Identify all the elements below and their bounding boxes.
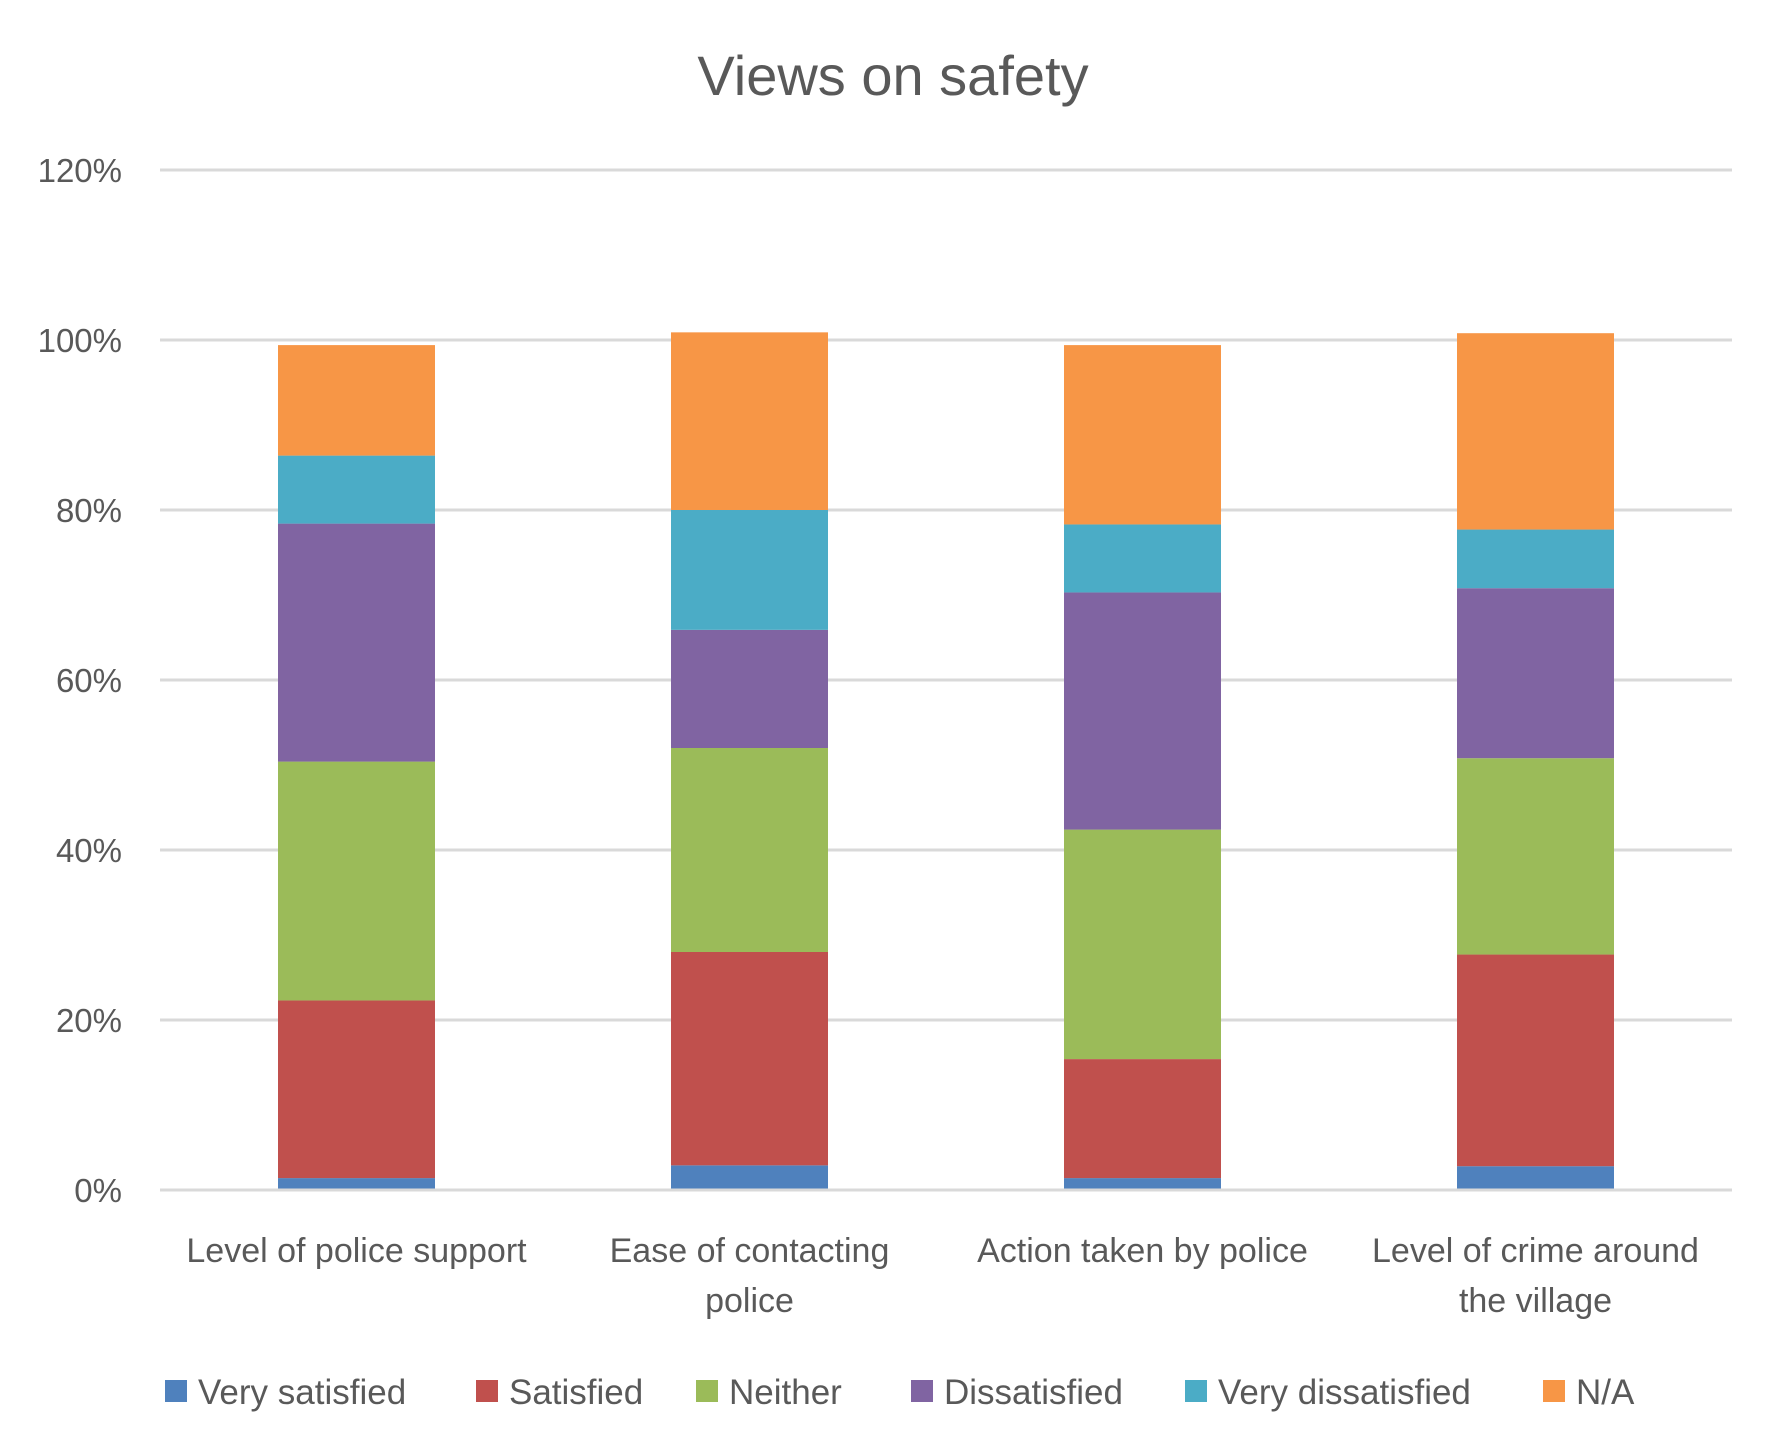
legend-label: Neither <box>729 1373 842 1412</box>
category-label: Ease of contacting police <box>610 1232 890 1320</box>
bar-segment-satisfied <box>671 952 828 1166</box>
bar-segment-neither <box>278 761 435 1001</box>
bar-segment-very-dissatisfied <box>671 510 828 630</box>
category-label: Action taken by police <box>977 1232 1308 1270</box>
bar-segment-satisfied <box>278 1000 435 1179</box>
bar-segment-dissatisfied <box>1457 588 1614 759</box>
legend-item: Satisfied <box>476 1373 643 1412</box>
legend-swatch <box>165 1380 187 1402</box>
category-label-line: Level of police support <box>186 1232 527 1270</box>
y-axis-tick-labels: 0% 20% 40% 60% 80% 100% 120% <box>38 152 122 1209</box>
chart-title: Views on safety <box>697 44 1088 107</box>
legend-item: Neither <box>696 1373 842 1412</box>
bar-segment-satisfied <box>1457 954 1614 1167</box>
bar-segment-very-satisfied <box>278 1178 435 1190</box>
bar-stack <box>278 345 435 1190</box>
bar-segment-neither <box>671 748 828 952</box>
bar-segment-n-a <box>1457 333 1614 530</box>
bar-segment-satisfied <box>1064 1059 1221 1179</box>
y-tick-label: 80% <box>56 492 122 529</box>
bar-segment-neither <box>1064 829 1221 1060</box>
bar-segment-very-dissatisfied <box>278 455 435 524</box>
x-axis-category-labels: Level of police support Ease of contactin… <box>186 1232 1699 1320</box>
legend-swatch <box>1185 1380 1207 1402</box>
category-label-line: Ease of contacting <box>610 1232 890 1270</box>
category-label-line: Action taken by police <box>977 1232 1308 1270</box>
y-tick-label: 120% <box>38 152 122 189</box>
legend-item: Very dissatisfied <box>1185 1373 1471 1412</box>
bar-segment-dissatisfied <box>671 629 828 748</box>
bar-segment-n-a <box>671 332 828 510</box>
category-label-line: Level of crime around <box>1372 1232 1699 1270</box>
bar-segment-very-satisfied <box>1457 1166 1614 1190</box>
y-tick-label: 0% <box>74 1172 122 1209</box>
legend-item: Very satisfied <box>165 1373 406 1412</box>
legend-label: Very satisfied <box>198 1373 406 1412</box>
y-tick-label: 100% <box>38 322 122 359</box>
bar-segment-very-dissatisfied <box>1457 529 1614 589</box>
legend-swatch <box>696 1380 718 1402</box>
bar-segment-very-satisfied <box>1064 1178 1221 1190</box>
legend-swatch <box>476 1380 498 1402</box>
legend-label: Satisfied <box>509 1373 643 1412</box>
legend-swatch <box>911 1380 933 1402</box>
legend-label: Very dissatisfied <box>1218 1373 1471 1412</box>
legend: Very satisfied Satisfied Neither Dissatisfi… <box>165 1373 1635 1412</box>
bar-segment-dissatisfied <box>1064 592 1221 830</box>
legend-label: N/A <box>1576 1373 1635 1412</box>
bar-segment-neither <box>1457 758 1614 955</box>
y-tick-label: 40% <box>56 832 122 869</box>
bar-segment-n-a <box>1064 345 1221 525</box>
legend-item: Dissatisfied <box>911 1373 1123 1412</box>
bar-stack <box>671 332 828 1190</box>
bar-segment-very-dissatisfied <box>1064 524 1221 593</box>
bar-segment-n-a <box>278 345 435 456</box>
y-tick-label: 60% <box>56 662 122 699</box>
bar-stack <box>1064 345 1221 1190</box>
bar-segment-dissatisfied <box>278 523 435 762</box>
y-tick-label: 20% <box>56 1002 122 1039</box>
bars <box>278 332 1614 1190</box>
category-label: Level of crime around the village <box>1372 1232 1699 1320</box>
legend-item: N/A <box>1543 1373 1635 1412</box>
legend-label: Dissatisfied <box>944 1373 1123 1412</box>
category-label: Level of police support <box>186 1232 527 1270</box>
category-label-line: police <box>705 1282 794 1320</box>
bar-stack <box>1457 333 1614 1190</box>
legend-swatch <box>1543 1380 1565 1402</box>
bar-segment-very-satisfied <box>671 1165 828 1190</box>
category-label-line: the village <box>1459 1282 1612 1320</box>
